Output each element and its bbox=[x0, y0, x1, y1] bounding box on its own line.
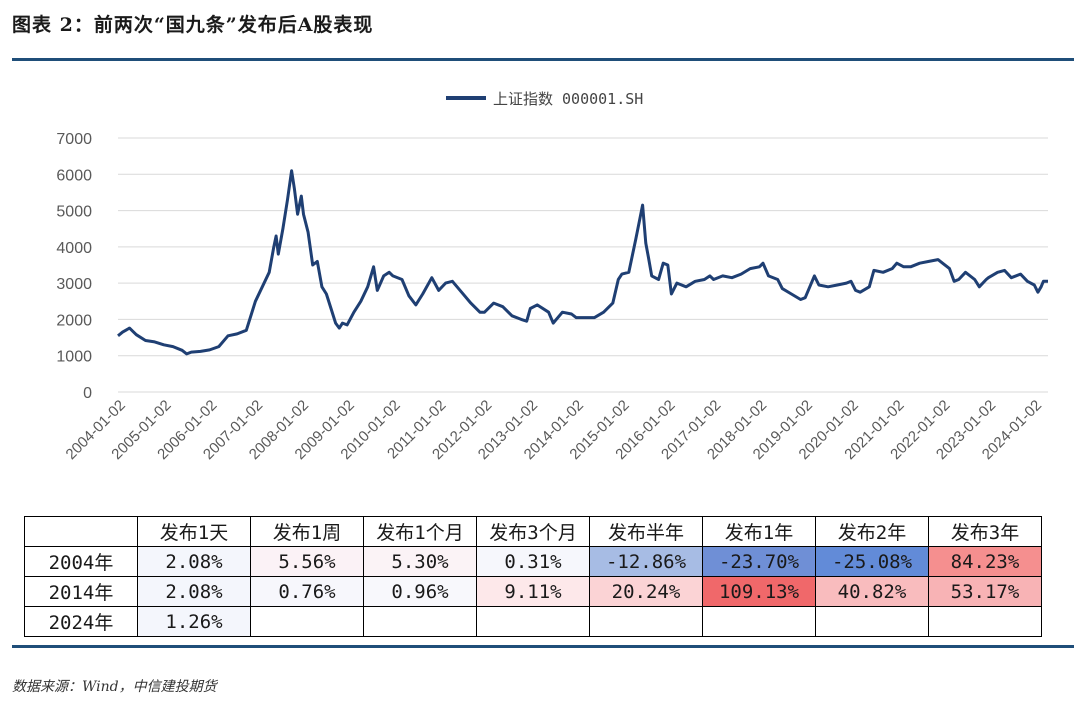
legend: 上证指数 000001.SH bbox=[446, 90, 643, 108]
table-cell: -23.70% bbox=[702, 546, 816, 577]
table-cell: 1.26% bbox=[137, 606, 251, 637]
table-row-label: 2024年 bbox=[24, 606, 138, 637]
y-tick-label: 1000 bbox=[56, 349, 92, 366]
table-cell: 109.13% bbox=[702, 576, 816, 607]
top-rule bbox=[12, 58, 1074, 61]
table-cell: 5.56% bbox=[250, 546, 364, 577]
table-cell bbox=[363, 606, 477, 637]
y-tick-label: 0 bbox=[83, 385, 92, 402]
table-cell: -25.08% bbox=[815, 546, 929, 577]
table-cell: 2.08% bbox=[137, 576, 251, 607]
series-line-shanghai-composite bbox=[117, 169, 1048, 356]
table-cell: 0.31% bbox=[476, 546, 590, 577]
y-tick-label: 2000 bbox=[56, 312, 92, 329]
table-header-cell: 发布1年 bbox=[702, 516, 816, 547]
table-cell: 40.82% bbox=[815, 576, 929, 607]
table-cell: 20.24% bbox=[589, 576, 703, 607]
table-cell: 53.17% bbox=[928, 576, 1042, 607]
source-note: 数据来源：Wind，中信建投期货 bbox=[12, 679, 217, 695]
x-axis: 2004-01-022005-01-022006-01-022007-01-02… bbox=[63, 397, 1046, 463]
y-tick-label: 7000 bbox=[56, 131, 92, 148]
table-cell bbox=[928, 606, 1042, 637]
table-row: 2004年 2.08% 5.56% 5.30% 0.31% -12.86% -23.70% -… bbox=[24, 546, 1042, 577]
table-header-cell: 发布1周 bbox=[250, 516, 364, 547]
line-chart: 上证指数 000001.SH 0 1000 2000 3000 4000 5000 6000… bbox=[56, 90, 1048, 463]
table-cell: 0.76% bbox=[250, 576, 364, 607]
y-tick-label: 5000 bbox=[56, 204, 92, 221]
table-header-cell: 发布2年 bbox=[815, 516, 929, 547]
table-cell: 2.08% bbox=[137, 546, 251, 577]
table-row-label: 2004年 bbox=[24, 546, 138, 577]
y-axis: 0 1000 2000 3000 4000 5000 6000 7000 bbox=[56, 131, 1048, 402]
figure-title: 图表 2：前两次“国九条”发布后A股表现 bbox=[12, 14, 374, 36]
table-cell bbox=[476, 606, 590, 637]
table-cell bbox=[589, 606, 703, 637]
y-tick-label: 4000 bbox=[56, 240, 92, 257]
table-cell bbox=[815, 606, 929, 637]
table-row-label: 2014年 bbox=[24, 576, 138, 607]
table-cell: 84.23% bbox=[928, 546, 1042, 577]
table-header-cell: 发布3年 bbox=[928, 516, 1042, 547]
table-cell bbox=[702, 606, 816, 637]
table-cell: 0.96% bbox=[363, 576, 477, 607]
table-header-row: 发布1天 发布1周 发布1个月 发布3个月 发布半年 发布1年 发布2年 发布3… bbox=[24, 516, 1042, 547]
table-header-cell: 发布3个月 bbox=[476, 516, 590, 547]
table-header-cell: 发布1个月 bbox=[363, 516, 477, 547]
performance-table: 发布1天 发布1周 发布1个月 发布3个月 发布半年 发布1年 发布2年 发布3… bbox=[24, 516, 1042, 637]
table-cell: 9.11% bbox=[476, 576, 590, 607]
table-row: 2024年 1.26% bbox=[24, 606, 1042, 637]
table-cell: -12.86% bbox=[589, 546, 703, 577]
table-header-cell: 发布1天 bbox=[137, 516, 251, 547]
table-row: 2014年 2.08% 0.76% 0.96% 9.11% 20.24% 109.13% 40… bbox=[24, 576, 1042, 607]
table-header-cell bbox=[24, 516, 138, 547]
bottom-rule bbox=[12, 645, 1074, 648]
table-cell: 5.30% bbox=[363, 546, 477, 577]
table-header-cell: 发布半年 bbox=[589, 516, 703, 547]
table-cell bbox=[250, 606, 364, 637]
legend-label: 上证指数 000001.SH bbox=[493, 90, 643, 108]
y-tick-label: 3000 bbox=[56, 276, 92, 293]
y-tick-label: 6000 bbox=[56, 167, 92, 184]
